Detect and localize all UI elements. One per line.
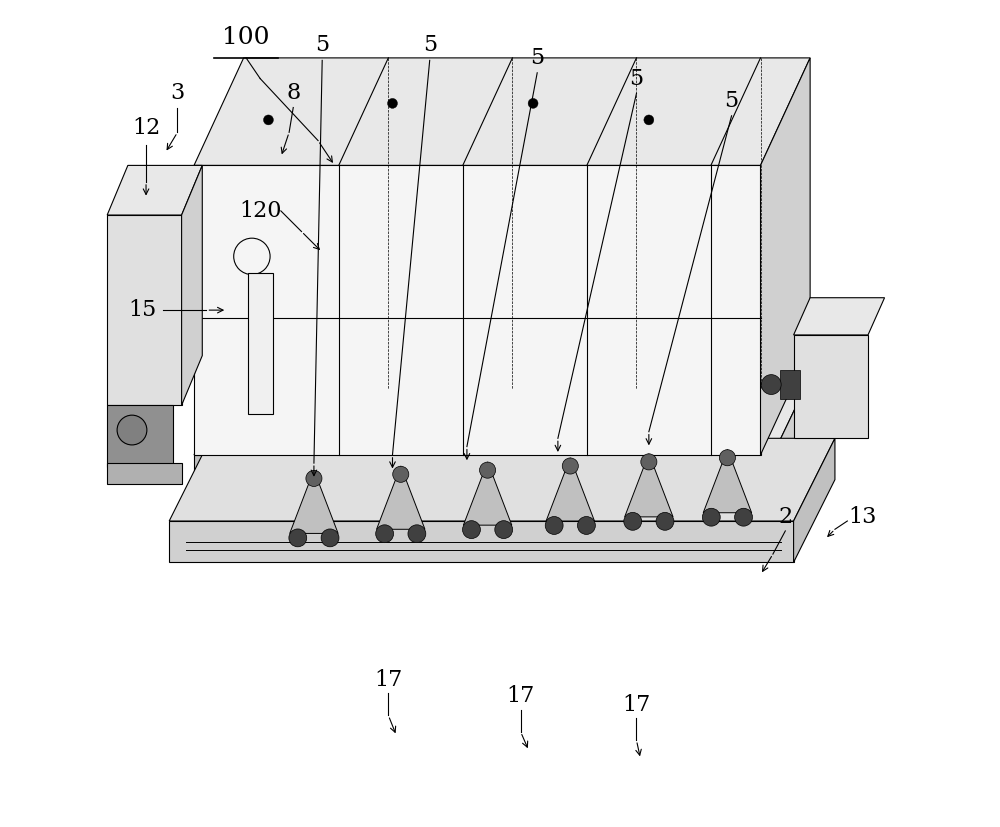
Polygon shape <box>290 470 338 533</box>
Polygon shape <box>107 165 202 215</box>
Circle shape <box>702 509 720 526</box>
Polygon shape <box>182 165 202 405</box>
Text: 13: 13 <box>848 506 876 528</box>
Polygon shape <box>780 370 800 399</box>
Text: 5: 5 <box>724 90 739 112</box>
Circle shape <box>480 462 496 478</box>
Circle shape <box>376 525 394 543</box>
Circle shape <box>545 517 563 534</box>
Circle shape <box>393 466 409 482</box>
Circle shape <box>463 521 480 538</box>
Circle shape <box>761 375 781 394</box>
Circle shape <box>719 450 735 466</box>
Text: 5: 5 <box>315 35 329 56</box>
Polygon shape <box>463 461 512 525</box>
Text: 17: 17 <box>507 686 535 707</box>
Text: 12: 12 <box>132 117 160 139</box>
Circle shape <box>577 517 595 534</box>
Circle shape <box>528 98 538 108</box>
Polygon shape <box>794 298 885 335</box>
Polygon shape <box>194 455 773 521</box>
Polygon shape <box>169 521 794 562</box>
Text: 5: 5 <box>530 47 544 69</box>
Text: 100: 100 <box>222 26 270 49</box>
Polygon shape <box>107 405 173 467</box>
Polygon shape <box>194 360 818 455</box>
Polygon shape <box>194 58 810 165</box>
Polygon shape <box>107 215 182 405</box>
Polygon shape <box>107 463 182 484</box>
Polygon shape <box>794 335 868 438</box>
Circle shape <box>408 525 426 543</box>
Polygon shape <box>377 466 425 529</box>
Text: 15: 15 <box>129 299 157 321</box>
Circle shape <box>388 98 397 108</box>
Circle shape <box>641 454 657 470</box>
Polygon shape <box>625 453 673 517</box>
Circle shape <box>656 513 674 530</box>
Circle shape <box>644 115 654 125</box>
Text: 5: 5 <box>423 35 437 56</box>
Circle shape <box>289 529 307 547</box>
Circle shape <box>117 415 147 445</box>
Circle shape <box>321 529 339 547</box>
Text: 17: 17 <box>374 669 402 691</box>
Circle shape <box>495 521 513 538</box>
Circle shape <box>306 471 322 486</box>
Polygon shape <box>169 438 835 521</box>
Text: 17: 17 <box>622 694 651 715</box>
Circle shape <box>624 513 642 530</box>
Text: 3: 3 <box>170 82 185 103</box>
Polygon shape <box>703 450 752 513</box>
Circle shape <box>263 115 273 125</box>
Text: 2: 2 <box>778 506 792 528</box>
Polygon shape <box>248 273 273 414</box>
Text: 8: 8 <box>286 82 300 103</box>
Circle shape <box>562 458 578 474</box>
Circle shape <box>735 509 752 526</box>
Polygon shape <box>773 360 818 521</box>
Text: 5: 5 <box>629 68 644 89</box>
Polygon shape <box>761 58 810 455</box>
Polygon shape <box>194 165 761 455</box>
Polygon shape <box>794 438 835 562</box>
Polygon shape <box>546 458 594 521</box>
Text: 120: 120 <box>239 200 281 222</box>
